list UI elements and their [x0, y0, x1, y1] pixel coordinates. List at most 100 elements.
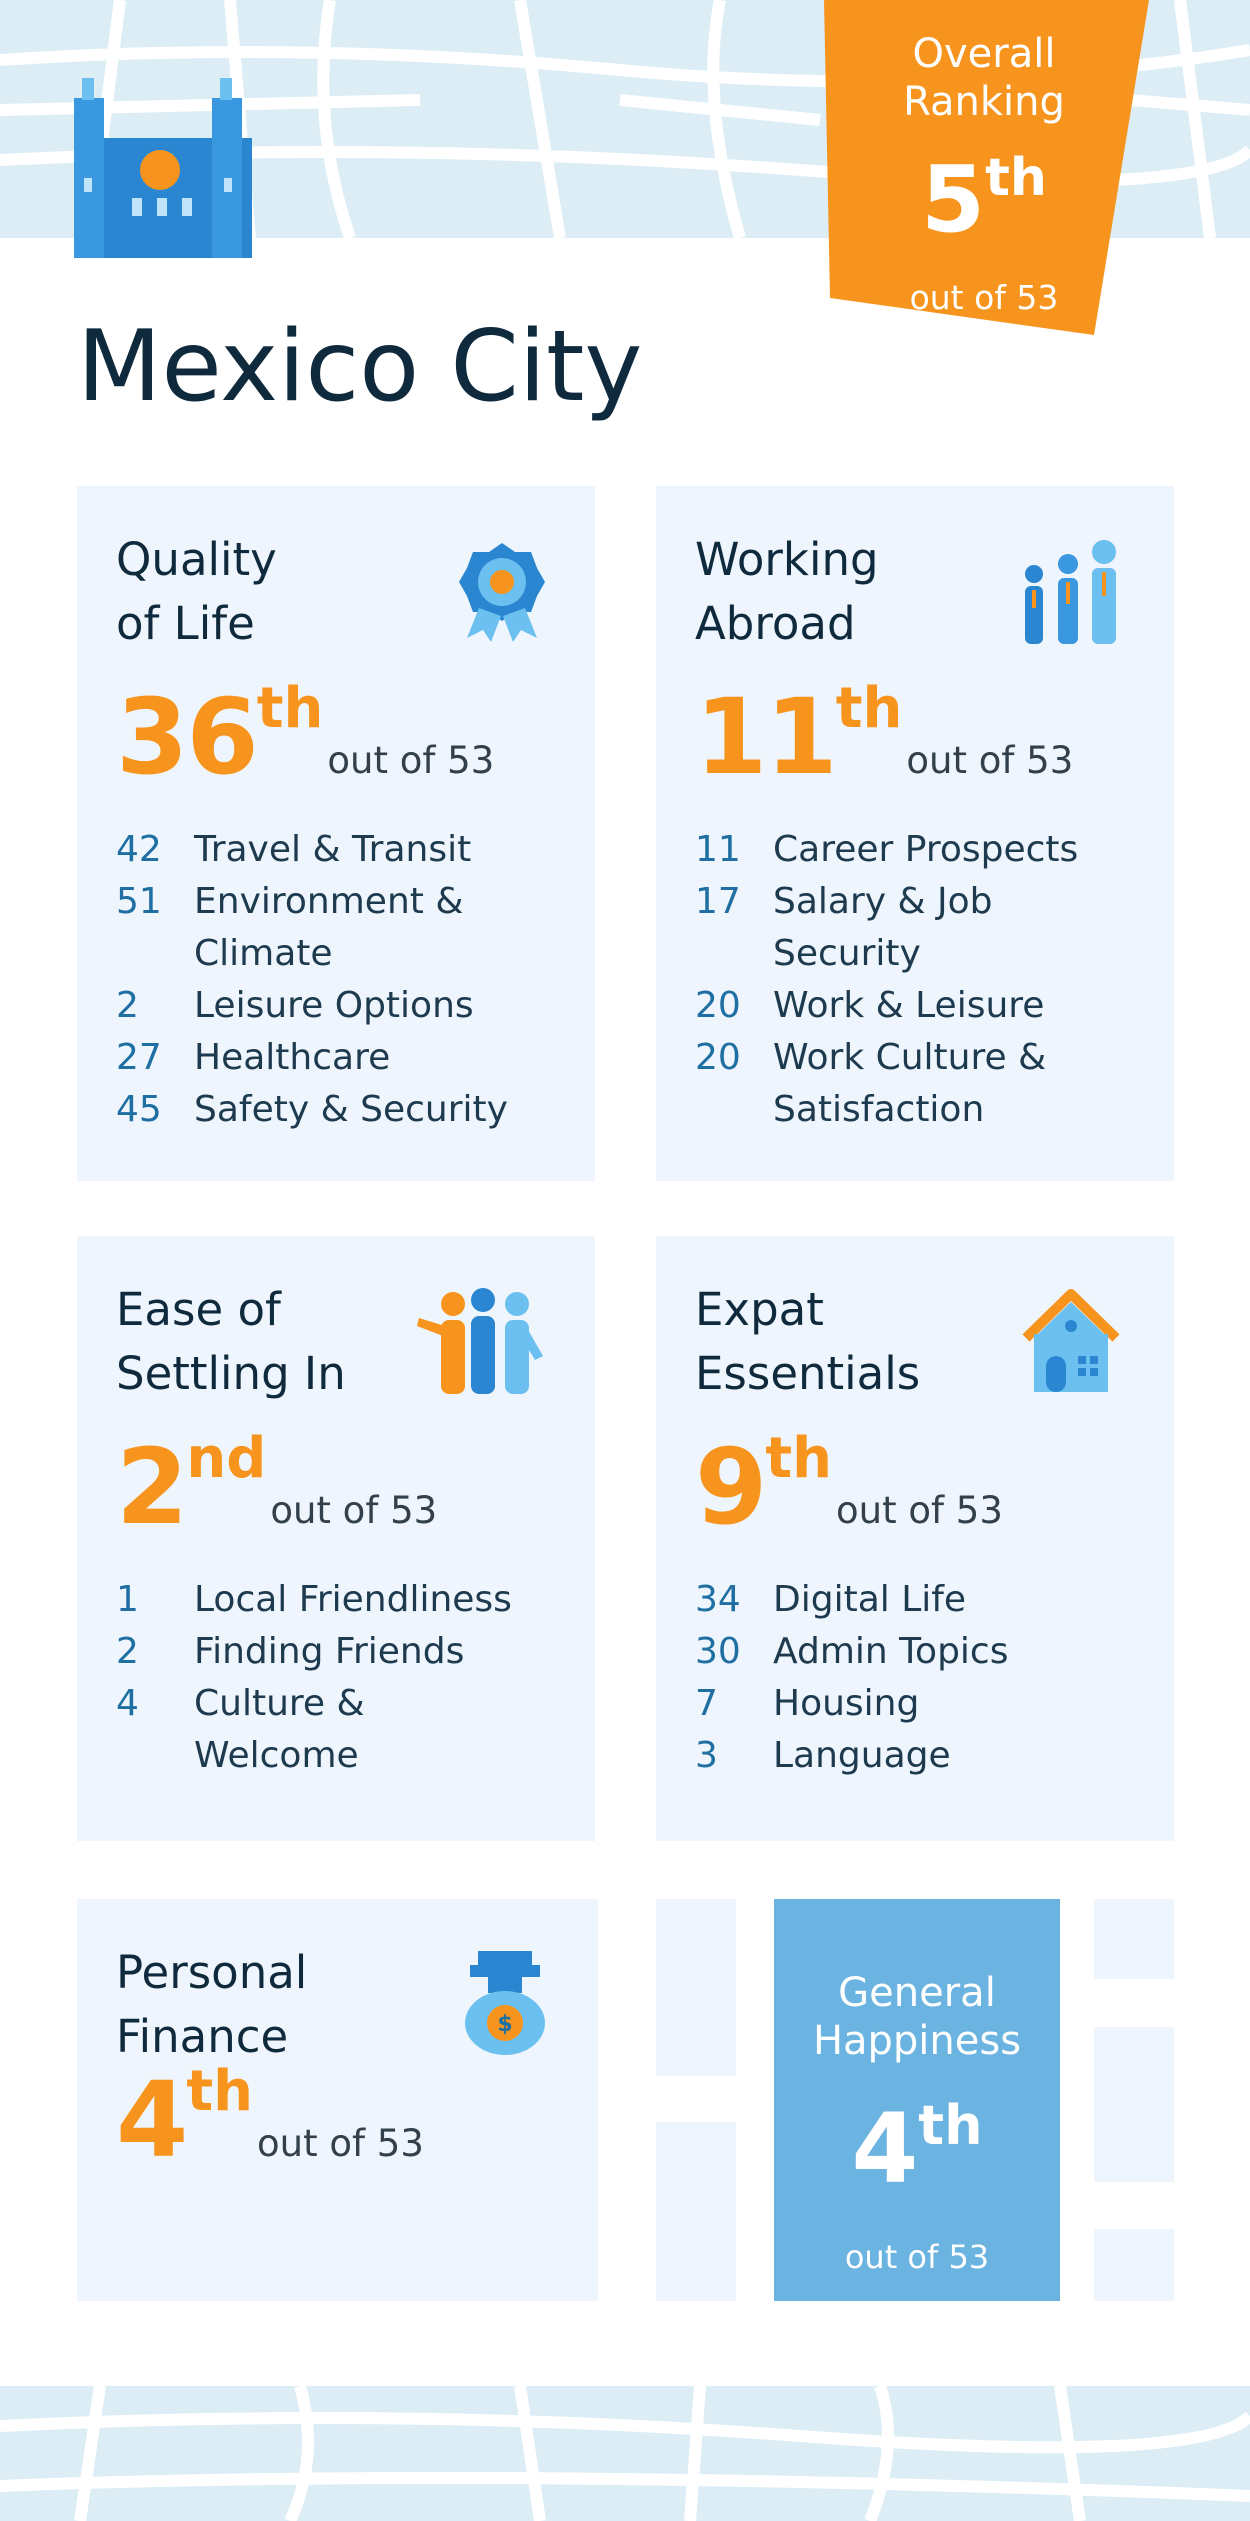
card-icon: [457, 538, 547, 652]
sub-label: Safety & Security: [194, 1089, 508, 1130]
happiness-card: General Happiness 4th out of 53: [774, 1899, 1060, 2301]
sub-ranking: 11 Career Prospects: [695, 824, 1135, 876]
sub-rank: 30: [695, 1631, 741, 1672]
sub-rank: 42: [116, 829, 162, 870]
overall-label: Ranking: [903, 79, 1065, 125]
overall-badge: [824, 0, 1149, 335]
card-icon: [417, 1288, 547, 1402]
card-title-line: Settling In: [116, 1347, 346, 1400]
sub-ranking: 42 Travel & Transit: [116, 824, 556, 876]
icon: [1025, 540, 1116, 644]
category-card: Expat Essentials 9thout of 53 34 Digital Lif…: [656, 1236, 1174, 1841]
sub-ranking: 34 Digital Life: [695, 1574, 1135, 1626]
sub-label: Work & Leisure: [773, 985, 1045, 1026]
sub-label: Language: [773, 1735, 951, 1776]
rank-suffix: nd: [186, 1426, 267, 1491]
card-title-line: Ease of: [116, 1283, 281, 1336]
card-rank: 36thout of 53: [116, 676, 494, 798]
card-title: Expat Essentials: [695, 1278, 920, 1406]
sub-rank: 34: [695, 1579, 741, 1620]
sub-rank: 51: [116, 881, 162, 922]
category-card: Personal Finance $4thout of 53: [77, 1899, 598, 2301]
sub-ranking: 27 Healthcare: [116, 1032, 556, 1084]
sub-ranking: 1 Local Friendliness: [116, 1574, 556, 1626]
sub-label: Healthcare: [194, 1037, 391, 1078]
sub-ranking: 2 Leisure Options: [116, 980, 556, 1032]
category-card: Working Abroad 11thout of 53 11 Career Prosp…: [656, 486, 1174, 1181]
happiness-title-line: Happiness: [812, 2018, 1022, 2064]
card-rank: 9thout of 53: [695, 1426, 1003, 1548]
rank-suffix: th: [918, 2094, 983, 2157]
sub-label: Work Culture & Satisfaction: [773, 1037, 1047, 1130]
out-of: out of 53: [906, 739, 1074, 782]
category-card: Quality of Life 36thout of 53 42 Travel & Tr…: [77, 486, 595, 1181]
rank-number: 36: [116, 676, 259, 798]
sub-ranking: 45 Safety & Security: [116, 1084, 556, 1136]
sub-rank: 20: [695, 985, 741, 1026]
sub-ranking: 20 Work Culture & Satisfaction: [695, 1032, 1135, 1136]
sub-rank: 20: [695, 1037, 741, 1078]
sub-ranking: 2 Finding Friends: [116, 1626, 556, 1678]
sub-ranking: 17 Salary & Job Security: [695, 876, 1135, 980]
out-of: out of 53: [844, 2238, 990, 2276]
icon: [417, 1288, 543, 1394]
sub-rank: 3: [695, 1735, 718, 1776]
card-rank: 11thout of 53: [695, 676, 1073, 798]
sub-label: Travel & Transit: [194, 829, 472, 870]
sub-ranking: 7 Housing: [695, 1678, 1135, 1730]
rank-suffix: th: [186, 2059, 254, 2124]
rank-number: 2: [116, 1426, 188, 1548]
out-of: out of 53: [257, 2122, 424, 2165]
card-title-line: Personal: [116, 1946, 308, 1999]
sub-rank: 1: [116, 1579, 139, 1620]
card-title: Quality of Life: [116, 528, 277, 656]
rank-suffix: th: [985, 148, 1047, 208]
out-of: out of 53: [270, 1489, 438, 1532]
card-title-line: Working: [695, 533, 879, 586]
block: [1094, 1899, 1174, 1979]
card-title-line: Finance: [116, 2010, 289, 2063]
card-icon: [1016, 1288, 1126, 1402]
sub-rank: 11: [695, 829, 741, 870]
block: [1094, 2027, 1174, 2182]
overall-rank: 5th: [824, 130, 1144, 274]
card-title-line: of Life: [116, 597, 255, 650]
sub-rank: 27: [116, 1037, 162, 1078]
card-title: Ease of Settling In: [116, 1278, 346, 1406]
sub-rankings: 34 Digital Life 30 Admin Topics 7 Housing 3 Lan…: [695, 1574, 1135, 1782]
card-title-line: Expat: [695, 1283, 824, 1336]
rank-suffix: th: [765, 1426, 833, 1491]
rank-number: 9: [695, 1426, 767, 1548]
sub-label: Local Friendliness: [194, 1579, 512, 1620]
overall-label: Overall: [912, 31, 1056, 77]
sub-rank: 4: [116, 1683, 139, 1724]
sub-label: Salary & Job Security: [773, 881, 993, 974]
sub-ranking: 20 Work & Leisure: [695, 980, 1135, 1032]
out-of: out of 53: [909, 278, 1059, 317]
rank-number: 5: [921, 146, 986, 253]
sub-rankings: 11 Career Prospects 17 Salary & Job Securit…: [695, 824, 1135, 1136]
sub-label: Career Prospects: [773, 829, 1079, 870]
card-title-line: Essentials: [695, 1347, 921, 1400]
card-title: Working Abroad: [695, 528, 879, 656]
sub-rank: 2: [116, 1631, 139, 1672]
city-name: Mexico City: [77, 310, 643, 424]
rank-number: 4: [116, 2059, 188, 2181]
sub-ranking: 30 Admin Topics: [695, 1626, 1135, 1678]
sub-label: Culture & Welcome: [194, 1683, 365, 1776]
card-title: Personal Finance: [116, 1941, 307, 2069]
happiness-title: General Happiness: [774, 1969, 1060, 2065]
block: [1094, 2229, 1174, 2301]
map-bottom: [0, 2386, 1250, 2521]
block: [656, 2122, 736, 2301]
rank-number: 11: [695, 676, 838, 798]
icon: $: [465, 1951, 545, 2055]
sub-rankings: 1 Local Friendliness 2 Finding Friends 4 Cult…: [116, 1574, 556, 1782]
rank-number: 4: [851, 2093, 919, 2205]
category-card: Ease of Settling In 2ndout of 53 1 Local Fri…: [77, 1236, 595, 1841]
sub-label: Environment & Climate: [194, 881, 464, 974]
out-of: out of 53: [836, 1489, 1003, 1532]
sub-label: Digital Life: [773, 1579, 967, 1620]
happiness-title-line: General: [838, 1970, 996, 2016]
